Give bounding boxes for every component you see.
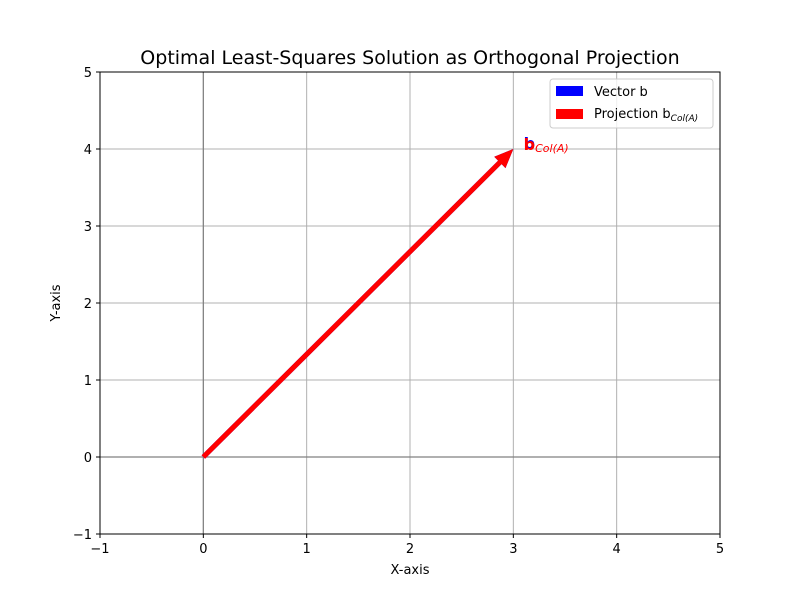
y-tick-label-1: 0 (84, 451, 92, 466)
y-ticks: −1 0 1 2 3 4 5 (73, 66, 100, 543)
y-tick-label-5: 4 (84, 143, 92, 158)
legend-label-projection-sub: Col(A) (671, 114, 698, 124)
zero-axis-lines (100, 72, 720, 534)
legend-label-projection: Projection bCol(A) (594, 107, 698, 124)
y-tick-label-4: 3 (84, 220, 92, 235)
x-tick-label-2: 1 (303, 542, 311, 557)
annotation-b-col-a-main: b (524, 135, 535, 154)
legend-label-vector-b: Vector b (594, 85, 648, 100)
x-ticks: −1 0 1 2 3 4 5 (90, 534, 724, 557)
legend-label-projection-main: Projection b (594, 107, 671, 122)
annotation-b-col-a: bCol(A) (524, 135, 569, 155)
vectors (201, 149, 514, 459)
vector-arrow-1 (201, 149, 514, 459)
legend: Vector b Projection bCol(A) (549, 78, 714, 129)
annotation-b: b (524, 134, 535, 153)
x-tick-label-0: −1 (90, 542, 109, 557)
x-axis-label: X-axis (391, 563, 430, 578)
legend-swatch-vector-b (556, 86, 583, 96)
x-tick-label-1: 0 (199, 542, 207, 557)
y-tick-label-3: 2 (84, 297, 92, 312)
x-tick-label-4: 3 (509, 542, 517, 557)
y-tick-label-0: −1 (73, 528, 92, 543)
x-tick-label-5: 4 (613, 542, 621, 557)
vector-annotations: b bCol(A) (524, 134, 569, 155)
x-tick-label-6: 5 (716, 542, 724, 557)
chart-title: Optimal Least-Squares Solution as Orthog… (140, 47, 679, 69)
annotation-b-col-a-sub: Col(A) (535, 142, 569, 155)
x-tick-label-3: 2 (406, 542, 414, 557)
legend-box (549, 78, 714, 129)
y-axis-label: Y-axis (49, 284, 64, 322)
y-tick-label-2: 1 (84, 374, 92, 389)
y-tick-label-6: 5 (84, 66, 92, 81)
legend-swatch-projection (556, 109, 583, 119)
